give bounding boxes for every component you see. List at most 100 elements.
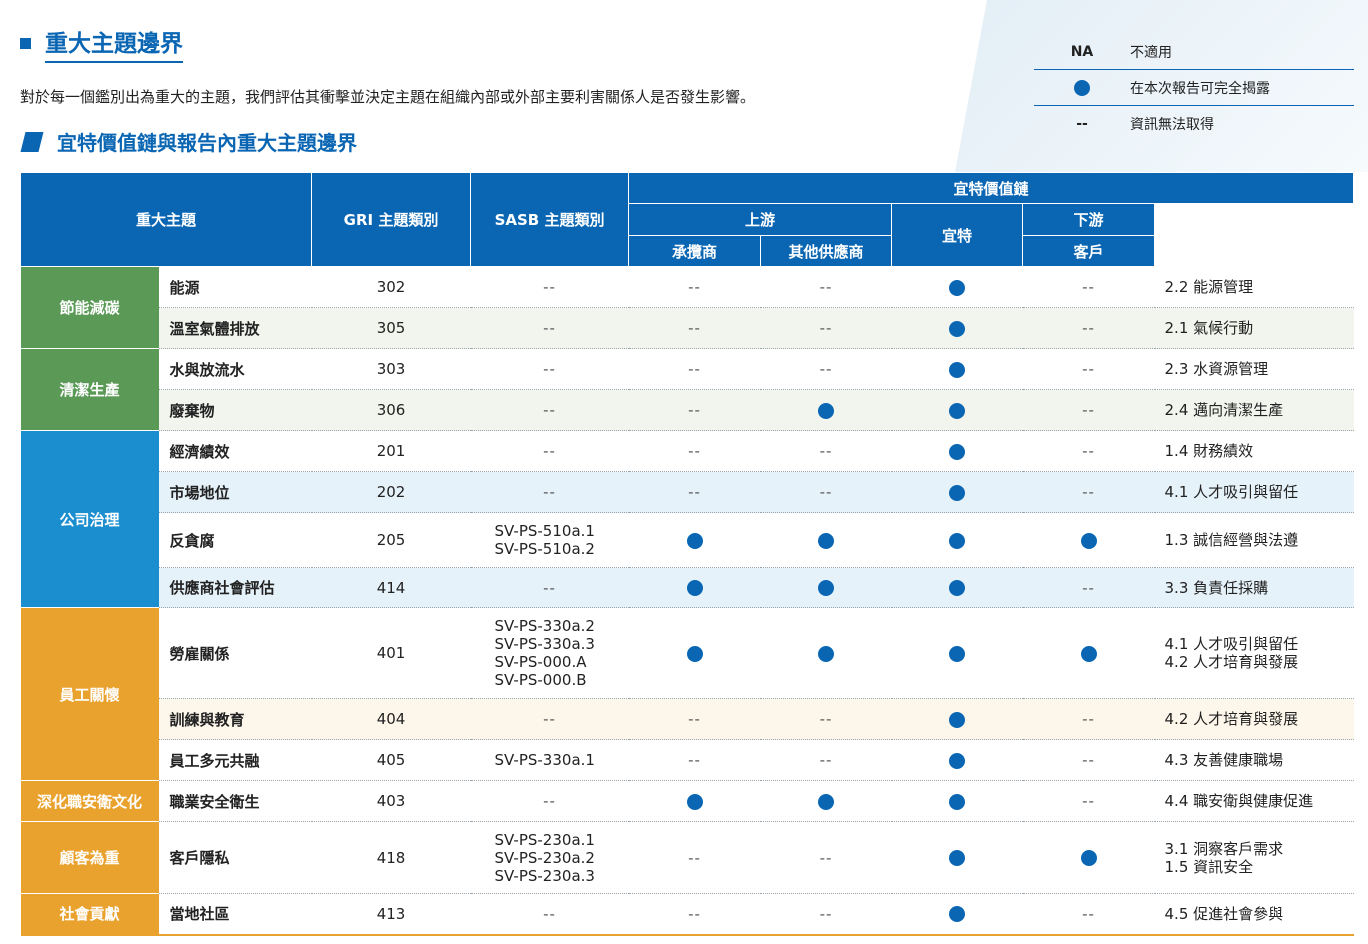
sasb-code: -- (543, 442, 556, 460)
istgroup-cell (891, 607, 1023, 699)
contractor-cell: -- (628, 471, 761, 513)
filled-circle-icon (686, 793, 703, 810)
chapter-cell: 2.2 能源管理 (1154, 266, 1354, 308)
header-istgroup: 宜特 (891, 203, 1024, 267)
chapter-ref: 3.1 洞察客戶需求 (1164, 839, 1284, 858)
header-gri: GRI 主題類別 (311, 172, 472, 267)
istgroup-cell (891, 471, 1023, 513)
sasb-code: -- (543, 360, 556, 378)
other-supplier-cell (760, 567, 892, 608)
legend-label: 不適用 (1130, 44, 1172, 61)
filled-circle-icon (1080, 532, 1097, 549)
chapter-ref: 2.3 水資源管理 (1164, 360, 1269, 378)
chapter-cell: 4.5 促進社會參與 (1154, 893, 1354, 936)
customer-cell: -- (1022, 307, 1155, 349)
other-supplier-cell: -- (760, 893, 892, 936)
filled-circle-icon (949, 532, 966, 549)
sasb-code: SV-PS-230a.3 (494, 866, 595, 885)
dash-text: -- (1082, 319, 1095, 337)
istgroup-cell (891, 512, 1023, 568)
dash-text: -- (688, 319, 701, 337)
table-row: 溫室氣體排放 305 -- -- -- -- 2.1 氣候行動 (21, 307, 1354, 349)
topic-cell: 員工多元共融 (158, 739, 312, 781)
chapter-ref: 4.1 人才吸引與留任 (1164, 483, 1299, 501)
dash-text: -- (688, 904, 701, 923)
topic-cell: 反貪腐 (158, 512, 312, 568)
contractor-cell: -- (628, 698, 761, 740)
header-sasb: SASB 主題類別 (470, 172, 630, 267)
dash-text: -- (819, 319, 833, 337)
dash-text: -- (819, 483, 833, 501)
header-value-chain: 宜特價值鏈 (628, 172, 1355, 204)
chapter-cell: 1.3 誠信經營與法遵 (1154, 512, 1354, 568)
filled-circle-icon (686, 645, 703, 662)
customer-cell: -- (1022, 698, 1155, 740)
customer-cell: -- (1022, 389, 1155, 431)
chapter-cell: 2.3 水資源管理 (1154, 348, 1354, 390)
topic-group-cell: 公司治理 (20, 430, 159, 608)
chapter-ref: 4.2 人才培育與發展 (1164, 653, 1299, 671)
topic-cell: 供應商社會評估 (158, 567, 312, 608)
dash-text: -- (1082, 710, 1095, 728)
section-heading-text: 重大主題邊界 (45, 24, 183, 63)
gri-cell: 413 (311, 893, 471, 936)
gri-cell: 205 (311, 512, 471, 568)
sasb-cell: SV-PS-330a.1 (470, 739, 629, 781)
topic-cell: 水與放流水 (158, 348, 312, 390)
istgroup-cell (891, 567, 1023, 608)
filled-circle-icon (949, 580, 966, 596)
chapter-ref: 1.3 誠信經營與法遵 (1164, 531, 1299, 549)
filled-circle-icon (818, 402, 835, 419)
table-row: 公司治理 經濟績效 201 -- -- -- -- 1.4 財務績效 (20, 430, 1354, 608)
other-supplier-cell (760, 607, 892, 699)
subheading-text: 宜特價值鏈與報告內重大主題邊界 (57, 131, 357, 155)
dash-text: -- (688, 483, 701, 501)
filled-circle-icon (818, 532, 835, 549)
topic-cell: 經濟績效 (158, 430, 312, 472)
contractor-cell: -- (628, 893, 761, 936)
topic-cell: 勞雇關係 (158, 607, 312, 699)
filled-circle-icon (949, 793, 966, 810)
header-topic: 重大主題 (19, 172, 313, 267)
other-supplier-cell: -- (760, 430, 892, 472)
customer-cell (1022, 512, 1155, 568)
sasb-code: SV-PS-510a.2 (494, 540, 595, 558)
legend: NA 不適用 在本次報告可完全揭露 -- 資訊無法取得 (1034, 34, 1354, 141)
filled-circle-icon (949, 850, 966, 866)
istgroup-cell (891, 780, 1023, 822)
contractor-cell (628, 512, 761, 568)
legend-row-disclosed: 在本次報告可完全揭露 (1034, 70, 1354, 106)
chapter-cell: 3.1 洞察客戶需求 1.5 資訊安全 (1154, 821, 1354, 894)
sasb-code: SV-PS-230a.1 (494, 830, 595, 849)
topic-cell: 能源 (158, 266, 312, 308)
sasb-cell: -- (470, 266, 629, 308)
sasb-code: -- (543, 792, 556, 810)
dash-text: -- (688, 710, 701, 728)
filled-circle-icon (949, 361, 966, 378)
sasb-cell: -- (470, 780, 629, 822)
filled-circle-icon (949, 320, 966, 337)
table-row: 廢棄物 306 -- -- -- 2.4 邁向清潔生產 (21, 389, 1354, 431)
contractor-cell (628, 780, 761, 822)
sasb-cell: -- (470, 307, 629, 349)
filled-circle-icon (818, 580, 835, 596)
table-row: 社會貢獻 當地社區 413 -- -- -- -- 4.5 促進社會參與 (20, 893, 1354, 936)
istgroup-cell (891, 348, 1023, 390)
customer-cell: -- (1022, 567, 1155, 608)
filled-circle-icon (949, 484, 966, 501)
gri-cell: 403 (311, 780, 471, 822)
gri-cell: 305 (311, 307, 471, 349)
chapter-cell: 4.2 人才培育與發展 (1154, 698, 1354, 740)
table-row: 員工關懷 勞雇關係 401 SV-PS-330a.2 SV-PS-330a.3 SV-PS… (20, 607, 1354, 781)
dash-text: -- (819, 360, 833, 378)
table-row: 供應商社會評估 414 -- -- 3.3 負責任採購 (21, 567, 1354, 608)
dash-text: -- (688, 401, 701, 419)
material-topics-table: 重大主題 GRI 主題類別 SASB 主題類別 宜特價值鏈 章節 上游 宜特 下… (19, 172, 1368, 936)
legend-label: 資訊無法取得 (1130, 116, 1214, 133)
filled-circle-icon (686, 580, 703, 596)
topic-cell: 溫室氣體排放 (158, 307, 312, 349)
topic-group-cell: 社會貢獻 (20, 893, 159, 936)
contractor-cell: -- (628, 348, 761, 390)
parallelogram-bullet-icon (20, 131, 44, 152)
table-row: 顧客為重 客戶隱私 418 SV-PS-230a.1 SV-PS-230a.2 SV-PS… (20, 821, 1354, 894)
